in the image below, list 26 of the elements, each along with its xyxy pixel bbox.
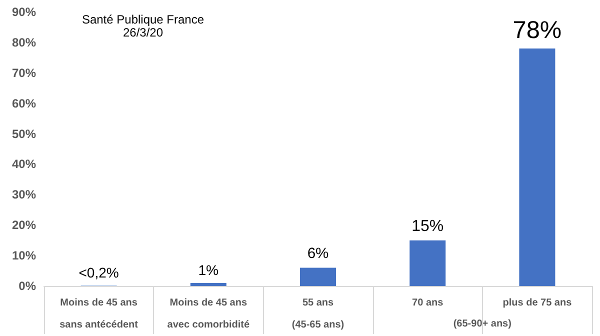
- data-label: 78%: [512, 17, 562, 44]
- text: Santé Publique France 26/3/20: [82, 12, 204, 40]
- y-tick-label: 40%: [12, 157, 36, 172]
- y-tick-label: 30%: [12, 188, 36, 202]
- bar: [300, 268, 336, 286]
- bar: [190, 282, 226, 286]
- x-tick-label: 70 ans: [412, 298, 444, 308]
- data-label: 15%: [412, 218, 444, 235]
- bar: [519, 48, 556, 286]
- y-tick-label: 80%: [12, 35, 36, 50]
- y-tick-label: 70%: [12, 66, 36, 80]
- x-tick-label: Moins de 45 ans sans antécédent: [60, 298, 139, 330]
- y-tick-label: 20%: [12, 218, 36, 232]
- x-tick-label: 55 ans (45-65 ans): [292, 298, 344, 330]
- data-label: 6%: [307, 246, 329, 262]
- data-label: 1%: [198, 262, 220, 278]
- x-tick-label: plus de 75 ans: [502, 298, 572, 308]
- y-tick-label: 50%: [12, 126, 36, 141]
- x-tick-label: Moins de 45 ans avec comorbidité: [167, 298, 250, 330]
- text: (65-90+ ans): [453, 318, 512, 330]
- y-tick-label: 10%: [12, 248, 36, 263]
- y-tick-label: 60%: [12, 96, 36, 110]
- y-tick-label: 90%: [12, 5, 36, 19]
- bar: [410, 240, 446, 286]
- y-tick-label: 0%: [18, 279, 36, 293]
- data-label: <0,2%: [78, 264, 119, 280]
